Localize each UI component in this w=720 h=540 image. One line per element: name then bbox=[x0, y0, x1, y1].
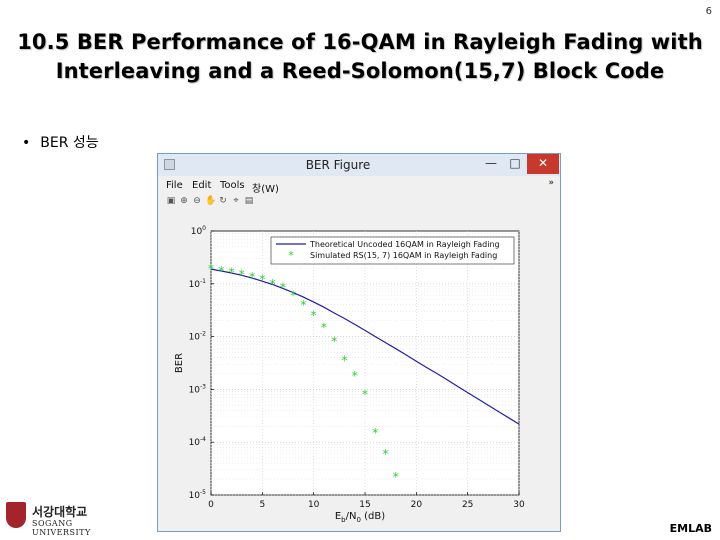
data-point-simulated: * bbox=[208, 262, 214, 276]
data-point-simulated: * bbox=[249, 270, 255, 284]
lab-name: EMLAB bbox=[669, 522, 712, 535]
menu-overflow-icon[interactable]: » bbox=[548, 178, 554, 188]
data-cursor-icon[interactable]: ⌖ bbox=[233, 196, 239, 206]
close-button[interactable]: ✕ bbox=[527, 154, 559, 174]
menu-bar: File Edit Tools 창(W) » bbox=[162, 178, 556, 195]
data-point-simulated: * bbox=[229, 265, 235, 279]
menu-edit[interactable]: Edit bbox=[192, 180, 212, 191]
series-markers: * * * * * * * * * * * * * * * * * * * bbox=[208, 262, 399, 484]
data-point-simulated: * bbox=[352, 369, 358, 383]
legend-entry-simulated: Simulated RS(15, 7) 16QAM in Rayleigh Fa… bbox=[310, 251, 497, 260]
series-line-theoretical bbox=[210, 268, 520, 425]
x-tick-label: 5 bbox=[259, 500, 265, 510]
rotate-icon[interactable]: ↻ bbox=[219, 196, 227, 206]
x-tick-label: 25 bbox=[462, 500, 473, 510]
data-point-simulated: * bbox=[218, 264, 224, 278]
y-axis-label: BER bbox=[174, 353, 185, 373]
logo-english-text: SOGANG UNIVERSITY bbox=[32, 519, 91, 537]
data-point-simulated: * bbox=[300, 298, 306, 312]
slide-title-line-2: Interleaving and a Reed-Solomon(15,7) Bl… bbox=[55, 59, 665, 83]
window-titlebar[interactable]: BER Figure — □ ✕ bbox=[158, 154, 560, 176]
zoom-out-icon[interactable]: ⊖ bbox=[193, 196, 201, 206]
y-tick-label: 10-1 bbox=[189, 278, 207, 290]
pan-icon[interactable]: ✋ bbox=[205, 196, 217, 206]
slide-title: 10.5 BER Performance of 16-QAM in Raylei… bbox=[0, 28, 720, 86]
data-point-simulated: * bbox=[331, 335, 337, 349]
y-tick-label: 10-2 bbox=[189, 331, 207, 343]
legend-box bbox=[270, 236, 515, 265]
data-point-simulated: * bbox=[321, 320, 327, 334]
y-tick-label: 10-4 bbox=[189, 436, 207, 448]
menu-window[interactable]: 창(W) bbox=[252, 184, 279, 195]
series-lines bbox=[210, 268, 520, 425]
y-tick-label: 10-5 bbox=[189, 489, 207, 501]
slide-title-line-1: 10.5 BER Performance of 16-QAM in Raylei… bbox=[17, 30, 703, 54]
figure-window: BER Figure — □ ✕ File Edit Tools 창(W) » … bbox=[157, 153, 561, 532]
data-point-simulated: * bbox=[290, 289, 296, 303]
y-tick-label: 100 bbox=[191, 225, 206, 237]
data-point-simulated: * bbox=[383, 447, 389, 461]
bullet-dot-icon: • bbox=[22, 135, 31, 151]
slide-number: 6 bbox=[705, 6, 712, 17]
university-logo: 서강대학교 SOGANG UNIVERSITY bbox=[6, 500, 116, 537]
x-tick-label: 15 bbox=[359, 500, 370, 510]
menu-file[interactable]: File bbox=[166, 180, 183, 191]
app-icon[interactable] bbox=[164, 159, 175, 170]
y-tick-label: 10-3 bbox=[189, 383, 207, 395]
zoom-in-icon[interactable]: ⊕ bbox=[180, 196, 188, 206]
x-tick-label: 0 bbox=[208, 500, 214, 510]
toolbar: ▣ ⊕ ⊖ ✋ ↻ ⌖ ▤ bbox=[162, 194, 556, 208]
logo-korean-text: 서강대학교 bbox=[32, 505, 88, 519]
data-point-simulated: * bbox=[259, 273, 265, 287]
bullet-item: • BER 성능 bbox=[22, 132, 99, 152]
legend-entry-theoretical: Theoretical Uncoded 16QAM in Rayleigh Fa… bbox=[309, 240, 500, 249]
window-title: BER Figure bbox=[305, 158, 371, 172]
data-point-simulated: * bbox=[341, 354, 347, 368]
minimize-button[interactable]: — bbox=[485, 156, 497, 170]
data-point-simulated: * bbox=[280, 281, 286, 295]
data-point-simulated: * bbox=[362, 388, 368, 402]
legend: Theoretical Uncoded 16QAM in Rayleigh Fa… bbox=[270, 236, 515, 265]
x-tick-label: 20 bbox=[411, 500, 423, 510]
data-point-simulated: * bbox=[393, 470, 399, 484]
colorbar-icon[interactable]: ▤ bbox=[244, 196, 254, 206]
data-point-simulated: * bbox=[372, 426, 378, 440]
x-tick-label: 30 bbox=[513, 500, 525, 510]
print-icon[interactable]: ▣ bbox=[166, 196, 176, 206]
legend-marker-swatch: * bbox=[288, 249, 294, 262]
y-tick-labels: 100 10-1 10-2 10-3 10-4 10-5 bbox=[189, 225, 214, 501]
x-axis-label: Eb/N0 (dB) bbox=[335, 511, 385, 524]
x-tick-label: 10 bbox=[308, 500, 320, 510]
university-shield-icon bbox=[6, 502, 26, 528]
menu-tools[interactable]: Tools bbox=[220, 180, 245, 191]
data-point-simulated: * bbox=[239, 268, 245, 282]
data-point-simulated: * bbox=[270, 277, 276, 291]
data-point-simulated: * bbox=[311, 309, 317, 323]
x-tick-labels: 0 5 10 15 20 25 30 bbox=[208, 492, 525, 510]
maximize-button[interactable]: □ bbox=[509, 156, 521, 170]
figure-canvas: 0 5 10 15 20 25 30 100 10-1 10-2 10-3 10-4 10-5 * * *… bbox=[160, 211, 558, 529]
bullet-text: BER 성능 bbox=[40, 135, 99, 151]
